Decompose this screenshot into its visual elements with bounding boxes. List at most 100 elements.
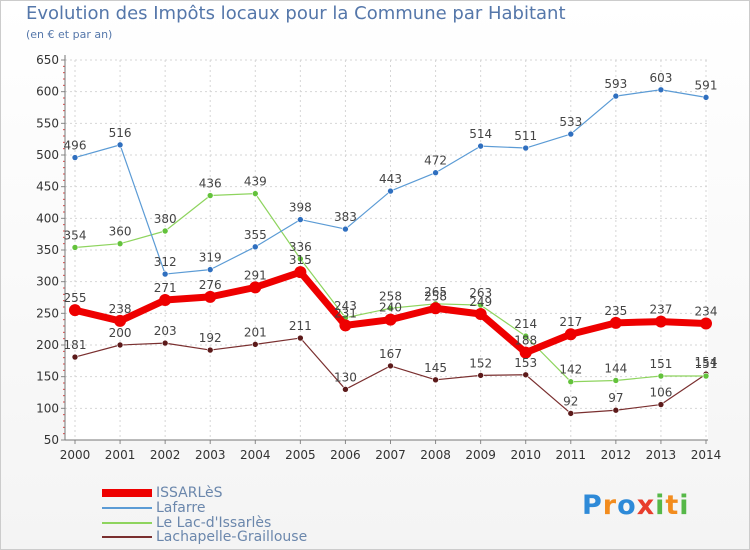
- y-tick-label: 100: [36, 401, 59, 415]
- data-point-3: [387, 362, 394, 370]
- data-label-1: 398: [289, 201, 312, 215]
- data-point-0: [564, 328, 577, 341]
- data-label-2: 243: [334, 299, 357, 313]
- data-label-3: 130: [334, 370, 357, 384]
- data-label-3: 201: [244, 325, 267, 339]
- data-point-2: [387, 304, 394, 312]
- data-label-2: 436: [199, 177, 222, 191]
- x-tick-label: 2013: [646, 448, 677, 462]
- data-label-1: 593: [604, 77, 627, 91]
- data-label-1: 496: [64, 139, 87, 153]
- x-tick-label: 2006: [330, 448, 361, 462]
- data-label-0: 238: [109, 302, 132, 316]
- data-point-0: [519, 346, 532, 359]
- data-label-2: 336: [289, 240, 312, 254]
- data-label-0: 237: [649, 303, 672, 317]
- y-tick-label: 500: [36, 148, 59, 162]
- data-label-3: 211: [289, 319, 312, 333]
- logo-letter: t: [665, 490, 680, 521]
- data-point-1: [116, 141, 124, 149]
- data-point-3: [342, 386, 349, 393]
- y-tick-label: 350: [36, 243, 59, 257]
- data-point-3: [161, 339, 169, 347]
- data-point-2: [206, 192, 214, 199]
- legend-item-lafarre: Lafarre: [102, 501, 205, 515]
- data-point-1: [387, 187, 394, 195]
- data-label-0: 276: [199, 278, 222, 292]
- data-label-1: 511: [514, 129, 537, 143]
- legend-swatch-le-lac-dissarles: [102, 522, 152, 524]
- data-point-2: [161, 227, 169, 235]
- data-point-1: [432, 169, 439, 177]
- data-label-3: 92: [563, 394, 578, 408]
- x-tick-label: 2003: [195, 448, 226, 462]
- x-tick-label: 2001: [105, 448, 136, 462]
- data-point-1: [71, 154, 79, 161]
- data-label-1: 383: [334, 210, 357, 224]
- data-point-0: [294, 266, 307, 279]
- data-label-2: 265: [424, 285, 447, 299]
- data-label-3: 203: [154, 324, 177, 338]
- y-tick-label: 600: [36, 85, 59, 99]
- x-tick-label: 2011: [556, 448, 587, 462]
- y-tick-label: 50: [44, 433, 59, 447]
- data-label-0: 188: [514, 334, 537, 348]
- data-label-0: 249: [469, 295, 492, 309]
- x-tick-label: 2014: [691, 448, 722, 462]
- y-tick-label: 450: [36, 180, 59, 194]
- data-label-0: 240: [379, 301, 402, 315]
- data-point-1: [161, 270, 169, 278]
- data-label-0: 217: [559, 315, 582, 329]
- data-label-2: 258: [379, 289, 402, 303]
- data-point-0: [609, 316, 622, 329]
- data-label-3: 200: [109, 326, 132, 340]
- data-point-1: [251, 243, 259, 251]
- data-point-0: [69, 304, 81, 317]
- data-label-2: 151: [695, 357, 718, 371]
- y-tick-label: 650: [36, 53, 59, 67]
- data-point-3: [522, 371, 530, 379]
- data-label-0: 235: [604, 304, 627, 318]
- data-label-3: 181: [64, 338, 87, 352]
- data-point-0: [700, 317, 712, 330]
- x-tick-label: 2000: [60, 448, 91, 462]
- data-point-3: [612, 406, 620, 414]
- data-label-0: 234: [695, 304, 718, 318]
- chart-subtitle: (en € et par an): [26, 28, 113, 41]
- data-point-1: [342, 225, 349, 233]
- data-point-3: [567, 410, 575, 417]
- data-point-0: [384, 313, 397, 326]
- data-point-0: [204, 290, 217, 303]
- y-tick-label: 300: [36, 275, 59, 289]
- data-label-1: 443: [379, 172, 402, 186]
- data-label-2: 142: [559, 363, 582, 377]
- legend-label-le-lac-dissarles: Le Lac-d'Issarlès: [156, 515, 272, 531]
- data-point-3: [657, 401, 665, 408]
- data-point-2: [657, 372, 665, 380]
- legend-label-lachapelle-graillouse: Lachapelle-Graillouse: [156, 529, 308, 545]
- legend-item-lachapelle-graillouse: Lachapelle-Graillouse: [102, 530, 307, 544]
- data-label-0: 271: [154, 281, 177, 295]
- data-point-2: [251, 190, 259, 197]
- legend-label-issarles: ISSARLèS: [156, 485, 223, 501]
- y-tick-label: 200: [36, 338, 59, 352]
- logo-letter: r: [602, 490, 618, 521]
- x-tick-label: 2008: [420, 448, 451, 462]
- logo-letter: x: [636, 490, 656, 521]
- x-tick-label: 2009: [465, 448, 496, 462]
- legend-item-issarles: ISSARLèS: [102, 486, 223, 500]
- data-point-0: [249, 281, 262, 294]
- data-label-1: 591: [695, 78, 718, 92]
- data-point-0: [429, 302, 442, 315]
- data-label-0: 255: [64, 291, 87, 305]
- data-label-2: 360: [109, 225, 132, 239]
- chart-title: Evolution des Impôts locaux pour la Comm…: [26, 3, 566, 24]
- y-tick-label: 550: [36, 116, 59, 130]
- data-point-2: [71, 244, 79, 251]
- data-point-2: [702, 372, 710, 380]
- data-point-1: [567, 130, 575, 138]
- data-point-0: [654, 315, 667, 328]
- logo-letter: i: [679, 490, 690, 521]
- data-label-0: 231: [334, 306, 357, 320]
- data-label-0: 258: [424, 289, 447, 303]
